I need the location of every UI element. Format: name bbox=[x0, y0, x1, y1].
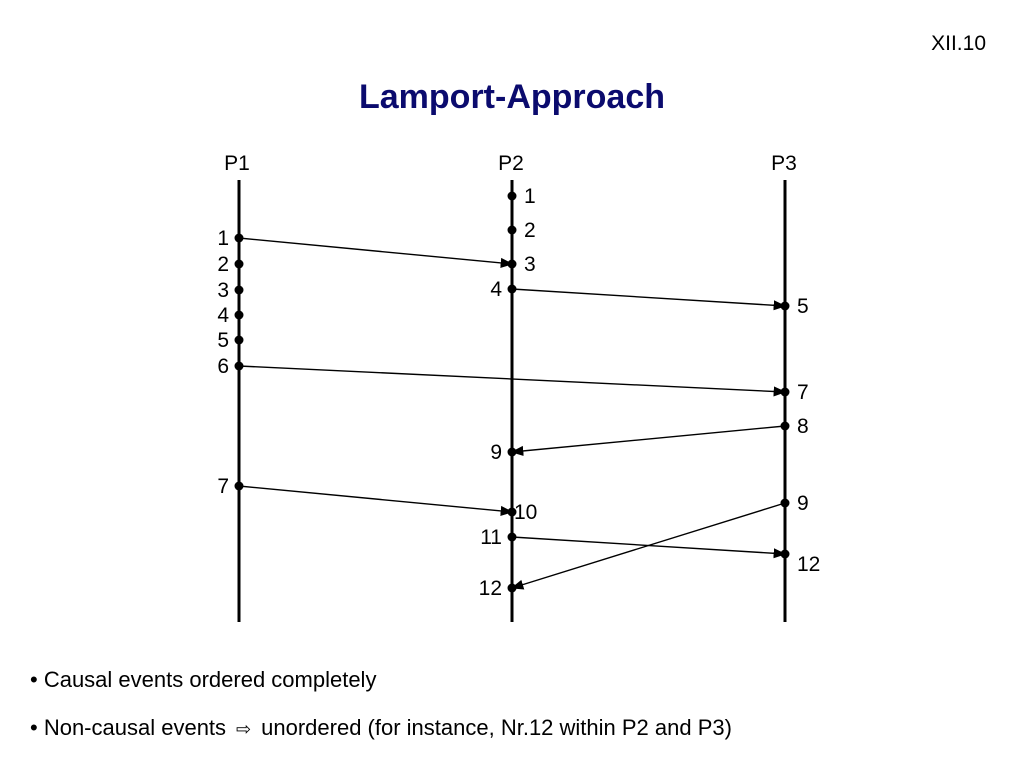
process-label-p1: P1 bbox=[224, 152, 250, 175]
event-dot-p1-4 bbox=[234, 310, 244, 320]
message-arrow-5 bbox=[238, 485, 514, 516]
event-dot-p3-8 bbox=[780, 421, 790, 431]
message-arrow-3 bbox=[238, 365, 787, 397]
event-label-p2-2: 2 bbox=[524, 219, 536, 242]
event-label-p2-11: 11 bbox=[480, 526, 502, 549]
event-dot-p2-10 bbox=[507, 507, 517, 517]
event-label-p1-4: 4 bbox=[217, 304, 229, 327]
event-dot-p2-12 bbox=[507, 583, 517, 593]
process-label-p2: P2 bbox=[498, 152, 524, 175]
event-dot-p1-7 bbox=[234, 481, 244, 491]
event-label-p3-9: 9 bbox=[797, 492, 809, 515]
event-dot-p2-1 bbox=[507, 191, 517, 201]
process-label-p3: P3 bbox=[771, 152, 797, 175]
bullet-dot: • bbox=[30, 667, 44, 692]
event-dot-p1-1 bbox=[234, 233, 244, 243]
slide-title: Lamport-Approach bbox=[359, 78, 665, 116]
event-dot-p2-4 bbox=[507, 284, 517, 294]
bullet-text-causal: Causal events ordered completely bbox=[43, 667, 377, 692]
event-label-p2-10: 10 bbox=[514, 501, 537, 524]
event-dot-p3-5 bbox=[780, 301, 790, 311]
event-label-p1-2: 2 bbox=[217, 253, 229, 276]
message-arrow-7 bbox=[510, 502, 786, 590]
event-label-p1-3: 3 bbox=[217, 279, 229, 302]
event-dot-p2-2 bbox=[507, 225, 517, 235]
event-label-p1-1: 1 bbox=[217, 227, 229, 250]
event-label-p1-5: 5 bbox=[217, 329, 229, 352]
bullet-dot: • bbox=[30, 715, 44, 740]
bullet-item-noncausal: • Non-causal events ⇨ unordered (for insta… bbox=[30, 704, 732, 753]
bullet-text-noncausal-part2: unordered (for instance, Nr.12 within P2… bbox=[261, 715, 732, 740]
event-label-p3-5: 5 bbox=[797, 295, 809, 318]
event-label-p2-3: 3 bbox=[524, 253, 536, 276]
event-dot-p1-5 bbox=[234, 335, 244, 345]
event-label-p3-12: 12 bbox=[797, 553, 820, 576]
hollow-right-arrow-icon: ⇨ bbox=[236, 719, 252, 739]
event-label-p2-9: 9 bbox=[490, 441, 502, 464]
event-dot-p1-6 bbox=[234, 361, 244, 371]
event-dot-p2-9 bbox=[507, 447, 517, 457]
event-dot-p3-9 bbox=[780, 498, 790, 508]
event-label-p1-6: 6 bbox=[217, 355, 229, 378]
bullet-list: • Causal events ordered completely • Non… bbox=[30, 656, 732, 753]
event-dot-p3-12 bbox=[780, 549, 790, 559]
event-label-p3-7: 7 bbox=[797, 381, 809, 404]
message-arrow-1 bbox=[238, 237, 514, 268]
event-dot-p2-3 bbox=[507, 259, 517, 269]
event-dot-p3-7 bbox=[780, 387, 790, 397]
event-label-p3-8: 8 bbox=[797, 415, 809, 438]
event-label-p2-1: 1 bbox=[524, 185, 536, 208]
event-label-p1-7: 7 bbox=[217, 475, 229, 498]
message-arrow-4 bbox=[510, 425, 786, 456]
event-dot-p1-3 bbox=[234, 285, 244, 295]
slide-number: XII.10 bbox=[931, 32, 986, 55]
event-dot-p2-11 bbox=[507, 532, 517, 542]
bullet-item-causal: • Causal events ordered completely bbox=[30, 656, 732, 704]
event-label-p2-12: 12 bbox=[479, 577, 502, 600]
event-label-p2-4: 4 bbox=[490, 278, 502, 301]
event-dot-p1-2 bbox=[234, 259, 244, 269]
message-arrow-2 bbox=[511, 288, 787, 311]
bullet-text-noncausal-part1: Non-causal events bbox=[43, 715, 227, 740]
